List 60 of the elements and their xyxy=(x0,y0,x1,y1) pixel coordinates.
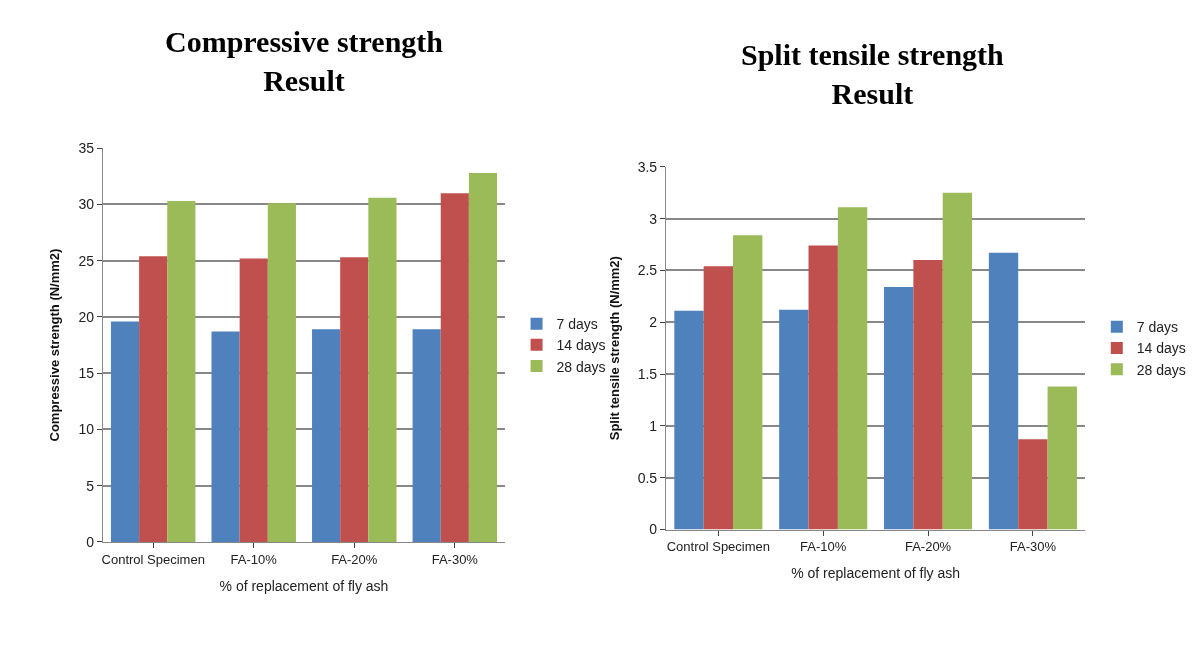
bar xyxy=(468,172,498,542)
bar xyxy=(440,193,469,542)
bar xyxy=(139,256,168,542)
y-axis-title: Compressive strength (N/mm2) xyxy=(47,248,63,442)
y-axis-title: Split tensile strength (N/mm2) xyxy=(606,256,622,441)
legend-label: 28 days xyxy=(1136,361,1186,378)
bar xyxy=(1047,386,1077,530)
bar xyxy=(884,287,914,530)
bar xyxy=(167,201,196,542)
legend-label: 7 days xyxy=(556,316,598,333)
bar xyxy=(733,235,763,530)
y-tick-label: 15 xyxy=(78,365,95,382)
bar xyxy=(1018,439,1048,530)
bar xyxy=(988,252,1019,530)
bar xyxy=(267,203,296,542)
y-tick-label: 3 xyxy=(649,210,658,227)
y-tick-label: 3.5 xyxy=(637,158,658,175)
x-tick-label: Control Specimen xyxy=(666,539,771,555)
bar xyxy=(837,207,868,530)
chart-title: Split tensile strength Result xyxy=(741,38,1005,110)
y-tick-label: 25 xyxy=(78,252,95,269)
bar xyxy=(239,258,268,542)
y-tick-label: 20 xyxy=(78,308,95,325)
x-tick-label: FA-20% xyxy=(904,539,952,555)
bar xyxy=(913,260,943,530)
x-tick-label: FA-30% xyxy=(431,551,479,567)
x-tick-label: FA-30% xyxy=(1009,539,1057,555)
bar xyxy=(211,331,240,542)
y-tick-label: 5 xyxy=(86,477,95,494)
legend-label: 7 days xyxy=(1136,319,1179,336)
y-tick-label: 1 xyxy=(649,417,658,434)
bar xyxy=(412,329,441,542)
bar xyxy=(368,197,397,542)
x-axis-title: % of replacement of fly ash xyxy=(791,565,961,582)
y-tick-label: 2.5 xyxy=(637,262,658,279)
y-tick-label: 10 xyxy=(78,421,95,438)
y-tick-label: 35 xyxy=(78,140,95,157)
y-tick-label: 0 xyxy=(649,521,658,538)
bar xyxy=(703,266,734,530)
y-tick-label: 2 xyxy=(649,314,658,331)
y-tick-label: 0 xyxy=(86,533,95,550)
chart-title: Compressive strength Result xyxy=(165,25,444,97)
y-tick-label: 0.5 xyxy=(637,469,658,486)
bar xyxy=(779,309,809,530)
bar xyxy=(674,310,704,530)
x-axis-title: % of replacement of fly ash xyxy=(219,577,389,594)
bar xyxy=(312,329,341,542)
legend-label: 14 days xyxy=(1136,340,1186,357)
y-tick-label: 30 xyxy=(78,196,95,213)
legend-label: 14 days xyxy=(556,337,606,354)
bar xyxy=(340,257,369,542)
x-tick-label: FA-10% xyxy=(800,539,847,555)
bar xyxy=(110,321,140,542)
x-tick-label: FA-10% xyxy=(230,551,278,567)
x-tick-label: FA-20% xyxy=(331,551,378,567)
x-tick-label: Control Specimen xyxy=(101,551,205,567)
y-tick-label: 1.5 xyxy=(637,365,658,382)
bar xyxy=(808,245,838,530)
bar xyxy=(942,192,973,530)
legend-label: 28 days xyxy=(556,358,606,375)
